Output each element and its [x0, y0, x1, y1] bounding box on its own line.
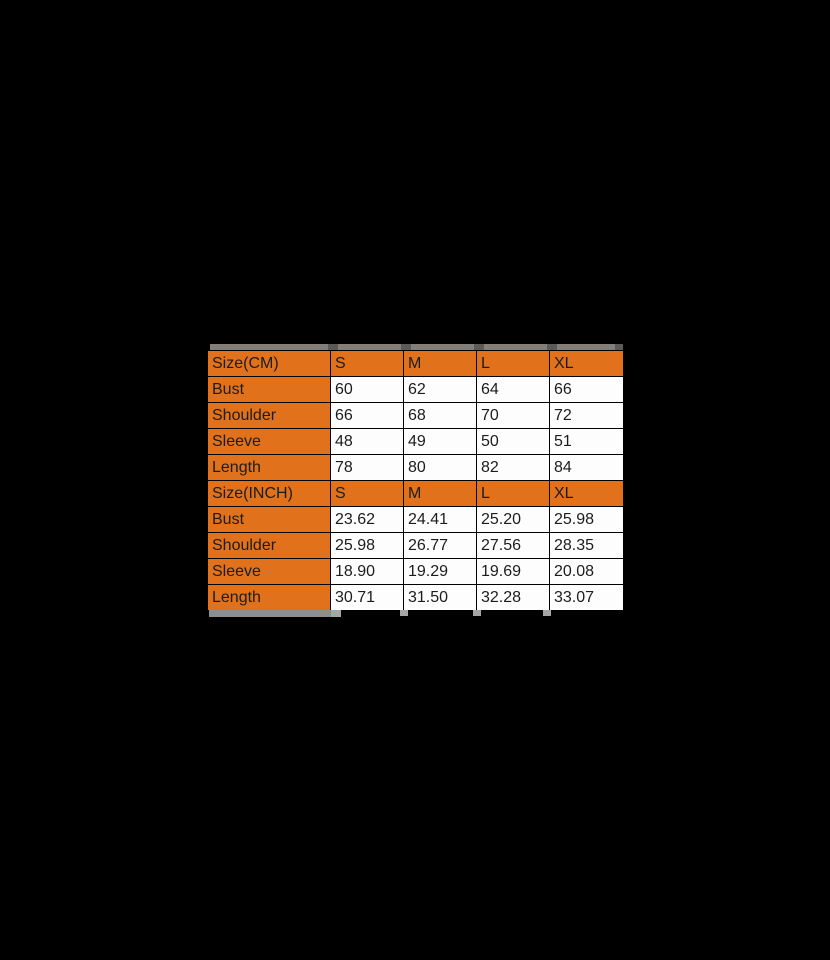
- column-header-cell: M: [403, 350, 477, 377]
- gray-edge-artifact-top-seg: [474, 344, 484, 350]
- row-label-cell: Length: [207, 454, 331, 481]
- table-row: Bust 60 62 64 66: [207, 376, 624, 403]
- value-cell: 50: [476, 428, 550, 455]
- value-cell: 68: [403, 402, 477, 429]
- gray-edge-artifact-bottom-seg: [543, 610, 551, 616]
- table-row: Bust 23.62 24.41 25.20 25.98: [207, 506, 624, 533]
- column-header-cell: L: [476, 350, 550, 377]
- column-header-cell: Size(CM): [207, 350, 331, 377]
- value-cell: 23.62: [330, 506, 404, 533]
- value-cell: 60: [330, 376, 404, 403]
- gray-edge-artifact-top-seg: [547, 344, 557, 350]
- value-cell: 24.41: [403, 506, 477, 533]
- column-header-cell: M: [403, 480, 477, 507]
- value-cell: 72: [549, 402, 624, 429]
- gray-edge-artifact-bottom-seg: [331, 610, 341, 617]
- value-cell: 70: [476, 402, 550, 429]
- value-cell: 84: [549, 454, 624, 481]
- column-header-cell: S: [330, 480, 404, 507]
- table-row: Length 30.71 31.50 32.28 33.07: [207, 584, 624, 611]
- row-label-cell: Bust: [207, 506, 331, 533]
- gray-edge-artifact-top-seg: [401, 344, 411, 350]
- table-row: Sleeve 48 49 50 51: [207, 428, 624, 455]
- table-row: Length 78 80 82 84: [207, 454, 624, 481]
- value-cell: 48: [330, 428, 404, 455]
- gray-edge-artifact-bottom-seg: [473, 610, 481, 616]
- table-row-header-cm: Size(CM) S M L XL: [207, 350, 624, 377]
- value-cell: 25.98: [330, 532, 404, 559]
- gray-edge-artifact-bottom-seg: [400, 610, 408, 616]
- value-cell: 19.29: [403, 558, 477, 585]
- size-chart-table: Size(CM) S M L XL Bust 60 62 64 66 Shoul…: [207, 350, 624, 611]
- value-cell: 18.90: [330, 558, 404, 585]
- gray-edge-artifact-bottom: [209, 610, 331, 617]
- value-cell: 64: [476, 376, 550, 403]
- value-cell: 26.77: [403, 532, 477, 559]
- value-cell: 62: [403, 376, 477, 403]
- row-label-cell: Shoulder: [207, 532, 331, 559]
- value-cell: 66: [330, 402, 404, 429]
- gray-edge-artifact-top-seg: [615, 344, 623, 350]
- value-cell: 20.08: [549, 558, 624, 585]
- row-label-cell: Sleeve: [207, 428, 331, 455]
- value-cell: 51: [549, 428, 624, 455]
- value-cell: 28.35: [549, 532, 624, 559]
- column-header-cell: Size(INCH): [207, 480, 331, 507]
- row-label-cell: Sleeve: [207, 558, 331, 585]
- value-cell: 27.56: [476, 532, 550, 559]
- column-header-cell: S: [330, 350, 404, 377]
- value-cell: 30.71: [330, 584, 404, 611]
- value-cell: 49: [403, 428, 477, 455]
- row-label-cell: Bust: [207, 376, 331, 403]
- value-cell: 25.98: [549, 506, 624, 533]
- column-header-cell: L: [476, 480, 550, 507]
- table-row: Sleeve 18.90 19.29 19.69 20.08: [207, 558, 624, 585]
- value-cell: 32.28: [476, 584, 550, 611]
- value-cell: 25.20: [476, 506, 550, 533]
- table-row: Shoulder 25.98 26.77 27.56 28.35: [207, 532, 624, 559]
- row-label-cell: Shoulder: [207, 402, 331, 429]
- value-cell: 78: [330, 454, 404, 481]
- value-cell: 66: [549, 376, 624, 403]
- gray-edge-artifact-top-seg: [328, 344, 338, 350]
- value-cell: 82: [476, 454, 550, 481]
- value-cell: 80: [403, 454, 477, 481]
- value-cell: 19.69: [476, 558, 550, 585]
- table-row: Shoulder 66 68 70 72: [207, 402, 624, 429]
- column-header-cell: XL: [549, 350, 624, 377]
- table-row-header-inch: Size(INCH) S M L XL: [207, 480, 624, 507]
- row-label-cell: Length: [207, 584, 331, 611]
- gray-edge-artifact-top: [210, 344, 623, 350]
- value-cell: 31.50: [403, 584, 477, 611]
- value-cell: 33.07: [549, 584, 624, 611]
- column-header-cell: XL: [549, 480, 624, 507]
